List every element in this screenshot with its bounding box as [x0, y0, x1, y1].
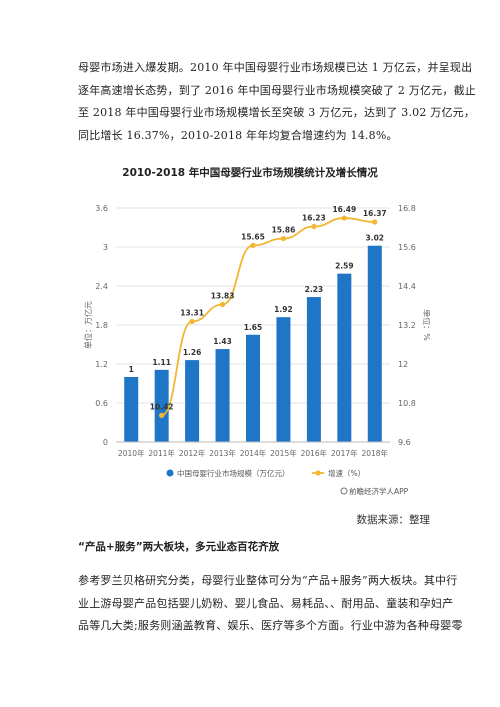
x-tick-label: 2014年 [240, 448, 267, 458]
line-value-label: 13.83 [211, 292, 235, 301]
line-point [189, 318, 195, 325]
legend-label: 中国母婴行业市场规模（万亿元） [177, 468, 290, 478]
text-line: 至 2018 年中国母婴行业市场规模增长至突破 3 万亿元，达到了 3.02 万… [78, 106, 476, 120]
bar [337, 273, 352, 442]
line-point [159, 412, 165, 418]
intro-paragraph: 母婴市场进入爆发期。2010 年中国母婴行业市场规模已达 1 万亿云，并呈现出 … [78, 57, 476, 147]
y2-tick-label: 14.4 [398, 282, 416, 291]
body-paragraph: 参考罗兰贝格研究分类，母婴行业整体可分为“产品+服务”两大板块。其中行 业上游母… [78, 570, 463, 638]
text-line: 逐年高速增长态势，到了 2016 年中国母婴行业市场规模突破了 2 万亿元，截止 [78, 83, 476, 97]
y2-tick-label: 9.6 [398, 438, 411, 447]
bar-value-label: 1.92 [274, 305, 293, 314]
line-point [250, 242, 256, 248]
text-line: 品等几大类;服务则涵盖教育、娱乐、医疗等多个方面。行业中游为各种母婴零 [78, 619, 463, 633]
line-value-label: 16.49 [332, 205, 356, 214]
bar [124, 377, 139, 442]
bar-value-label: 1.11 [152, 358, 171, 367]
bar-value-label: 3.02 [366, 234, 385, 243]
bar-series [124, 245, 382, 442]
bar [215, 349, 230, 442]
x-tick-label: 2015年 [270, 448, 297, 458]
x-tick-label: 2016年 [301, 448, 328, 458]
data-labels: 1 1.11 1.26 1.43 1.65 1.92 2.23 2.59 3.02 10.42 13… [129, 205, 387, 411]
text-line: 同比增长 16.37%，2010-2018 年年均复合增速约为 14.8%。 [78, 128, 398, 142]
bar [154, 369, 169, 442]
x-tick-label: 2011年 [148, 448, 175, 458]
y2-tick-label: 13.2 [398, 321, 416, 330]
line-point [372, 219, 378, 225]
y-axis-title: 单位：万亿元 [83, 301, 93, 349]
bar-value-label: 1.65 [244, 323, 263, 332]
line-series [159, 215, 378, 418]
growth-chart: 1 1.11 1.26 1.43 1.65 1.92 2.23 2.59 3.02 10.42 13… [83, 204, 430, 496]
line-value-label: 10.42 [150, 402, 174, 411]
chart-axes: 0 0.6 1.2 1.8 2.4 3 3.6 9.6 10.8 12 13.2 14.4 15.6 16… [83, 204, 430, 458]
legend-marker-point [315, 470, 321, 476]
bar-value-label: 2.59 [335, 262, 354, 271]
bar-value-label: 1 [129, 365, 134, 374]
y-tick-label: 0 [103, 438, 108, 447]
text-line: 业上游母婴产品包括婴儿奶粉、婴儿食品、易耗品、、耐用品、童装和孕妇产 [78, 596, 454, 610]
y2-tick-label: 12 [398, 360, 408, 369]
line-value-label: 15.86 [272, 226, 296, 235]
chart-credit: 前瞻经济学人APP [349, 486, 409, 496]
line-point [280, 235, 287, 242]
line-point [311, 223, 317, 230]
line-value-label: 15.65 [241, 232, 265, 241]
x-tick-label: 2013年 [209, 448, 236, 458]
x-tick-label: 2010年 [118, 448, 145, 458]
chart-legend: 中国母婴行业市场规模（万亿元） 增速（%） 前瞻经济学人APP [166, 468, 409, 496]
y-tick-label: 3.6 [95, 204, 108, 213]
section-heading: “产品+服务”两大板块，多元业态百花齐放 [78, 541, 280, 553]
bar [306, 297, 321, 442]
bar [367, 245, 382, 442]
line-value-label: 16.23 [302, 214, 326, 223]
text-line: 母婴市场进入爆发期。2010 年中国母婴行业市场规模已达 1 万亿云，并呈现出 [78, 61, 473, 74]
x-tick-label: 2012年 [179, 448, 206, 458]
bar-value-label: 2.23 [305, 285, 324, 294]
y2-tick-label: 16.8 [398, 204, 416, 213]
source-note: 数据来源：整理 [356, 514, 431, 526]
y-tick-label: 3 [103, 243, 108, 252]
credit-icon [340, 487, 348, 495]
y2-tick-label: 10.8 [398, 399, 416, 408]
y2-axis-title: 单位：% [422, 309, 430, 341]
bar-value-label: 1.26 [183, 348, 202, 357]
text-line: 参考罗兰贝格研究分类，母婴行业整体可分为“产品+服务”两大板块。其中行 [78, 574, 458, 587]
bar [185, 360, 200, 442]
bar-value-label: 1.43 [213, 337, 232, 346]
line-value-label: 13.31 [180, 308, 204, 317]
y-tick-label: 2.4 [95, 282, 108, 291]
y2-tick-label: 15.6 [398, 243, 416, 252]
bar [276, 317, 291, 442]
line-value-label: 16.37 [363, 209, 387, 218]
bar [246, 334, 260, 442]
legend-marker-bar [166, 469, 174, 477]
line-point [219, 301, 226, 308]
legend-label: 增速（%） [328, 468, 365, 478]
line-point [341, 215, 347, 221]
x-tick-label: 2018年 [361, 448, 388, 458]
chart-title: 2010-2018 年中国母婴行业市场规模统计及增长情况 [122, 167, 378, 179]
y-tick-label: 1.2 [95, 360, 108, 369]
x-tick-label: 2017年 [331, 448, 358, 458]
y-tick-label: 0.6 [95, 399, 108, 408]
y-tick-label: 1.8 [95, 321, 108, 330]
